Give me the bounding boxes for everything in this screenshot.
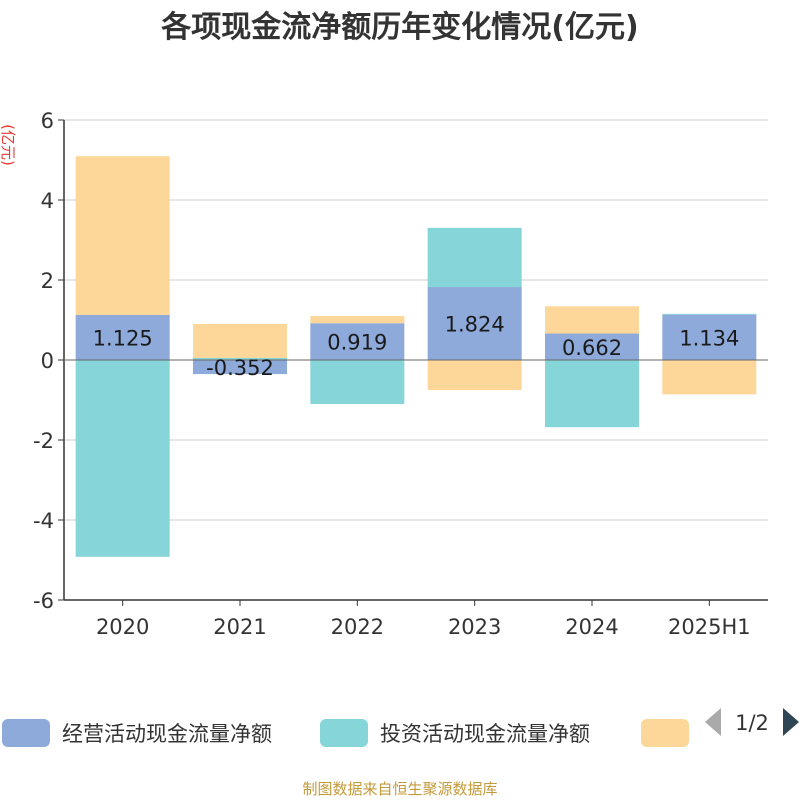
bar-marks — [75, 156, 757, 557]
bar-series1-2021 — [193, 358, 287, 360]
data-labels: 1.125 -0.352 0.919 1.824 0.662 1.134 — [93, 313, 740, 381]
axes: 6 4 2 0 -2 -4 -6 2020 2021 2022 2023 2024 2025H1 — [33, 109, 768, 639]
y-tick-label: -4 — [33, 509, 54, 533]
data-label-2025H1: 1.134 — [679, 326, 739, 350]
y-axis-label: (亿元) — [0, 124, 17, 166]
legend-next-icon[interactable] — [783, 708, 799, 736]
y-tick-label: 4 — [41, 189, 54, 213]
legend-page-indicator: 1/2 — [735, 711, 769, 735]
legend: 经营活动现金流量净额 投资活动现金流量净额 — [2, 719, 689, 747]
bar-series0-2025H1 — [662, 314, 757, 360]
y-tick-label: 6 — [41, 109, 54, 133]
legend-swatch-0[interactable] — [2, 719, 50, 747]
legend-label-0[interactable]: 经营活动现金流量净额 — [62, 722, 272, 746]
y-tick-label: -2 — [33, 429, 54, 453]
bar-series0-2022 — [310, 323, 405, 360]
bar-series1-2020 — [75, 360, 170, 557]
x-tick-label: 2024 — [565, 615, 618, 639]
data-label-2024: 0.662 — [562, 336, 622, 360]
y-tick-label: -6 — [33, 589, 54, 613]
legend-swatch-2[interactable] — [641, 719, 689, 747]
data-label-2020: 1.125 — [93, 327, 153, 351]
bar-series0-2023 — [427, 287, 522, 360]
x-tick-label: 2020 — [96, 615, 149, 639]
bar-series2-2025H1 — [662, 360, 757, 395]
data-label-2021: -0.352 — [206, 356, 274, 380]
y-tick-label: 2 — [41, 269, 54, 293]
bar-series1-2024 — [545, 360, 639, 428]
y-tick-label: 0 — [41, 349, 54, 373]
bar-series0-2021 — [193, 360, 287, 375]
bar-series0-2020 — [75, 315, 170, 360]
x-tick-label: 2025H1 — [668, 615, 751, 639]
x-tick-label: 2021 — [213, 615, 266, 639]
legend-pager: 1/2 — [705, 708, 799, 736]
bar-series0-2024 — [545, 333, 639, 360]
legend-label-1[interactable]: 投资活动现金流量净额 — [380, 722, 590, 746]
chart-title: 各项现金流净额历年变化情况(亿元) — [160, 10, 638, 45]
bar-series2-2024 — [545, 306, 639, 334]
bar-series1-2022 — [310, 360, 405, 404]
bar-series2-2023 — [427, 360, 522, 390]
x-tick-label: 2023 — [448, 615, 501, 639]
legend-prev-icon[interactable] — [705, 708, 721, 736]
bar-series1-2025H1 — [662, 313, 757, 315]
data-label-2022: 0.919 — [327, 331, 387, 355]
bar-series2-2020 — [75, 156, 170, 315]
data-label-2023: 1.824 — [445, 313, 505, 337]
data-source-footer: 制图数据来自恒生聚源数据库 — [302, 780, 497, 798]
x-tick-label: 2022 — [331, 615, 384, 639]
legend-swatch-1[interactable] — [320, 719, 368, 747]
bar-series2-2021 — [193, 324, 287, 358]
bar-series1-2023 — [427, 227, 522, 288]
bar-series2-2022 — [310, 316, 405, 324]
